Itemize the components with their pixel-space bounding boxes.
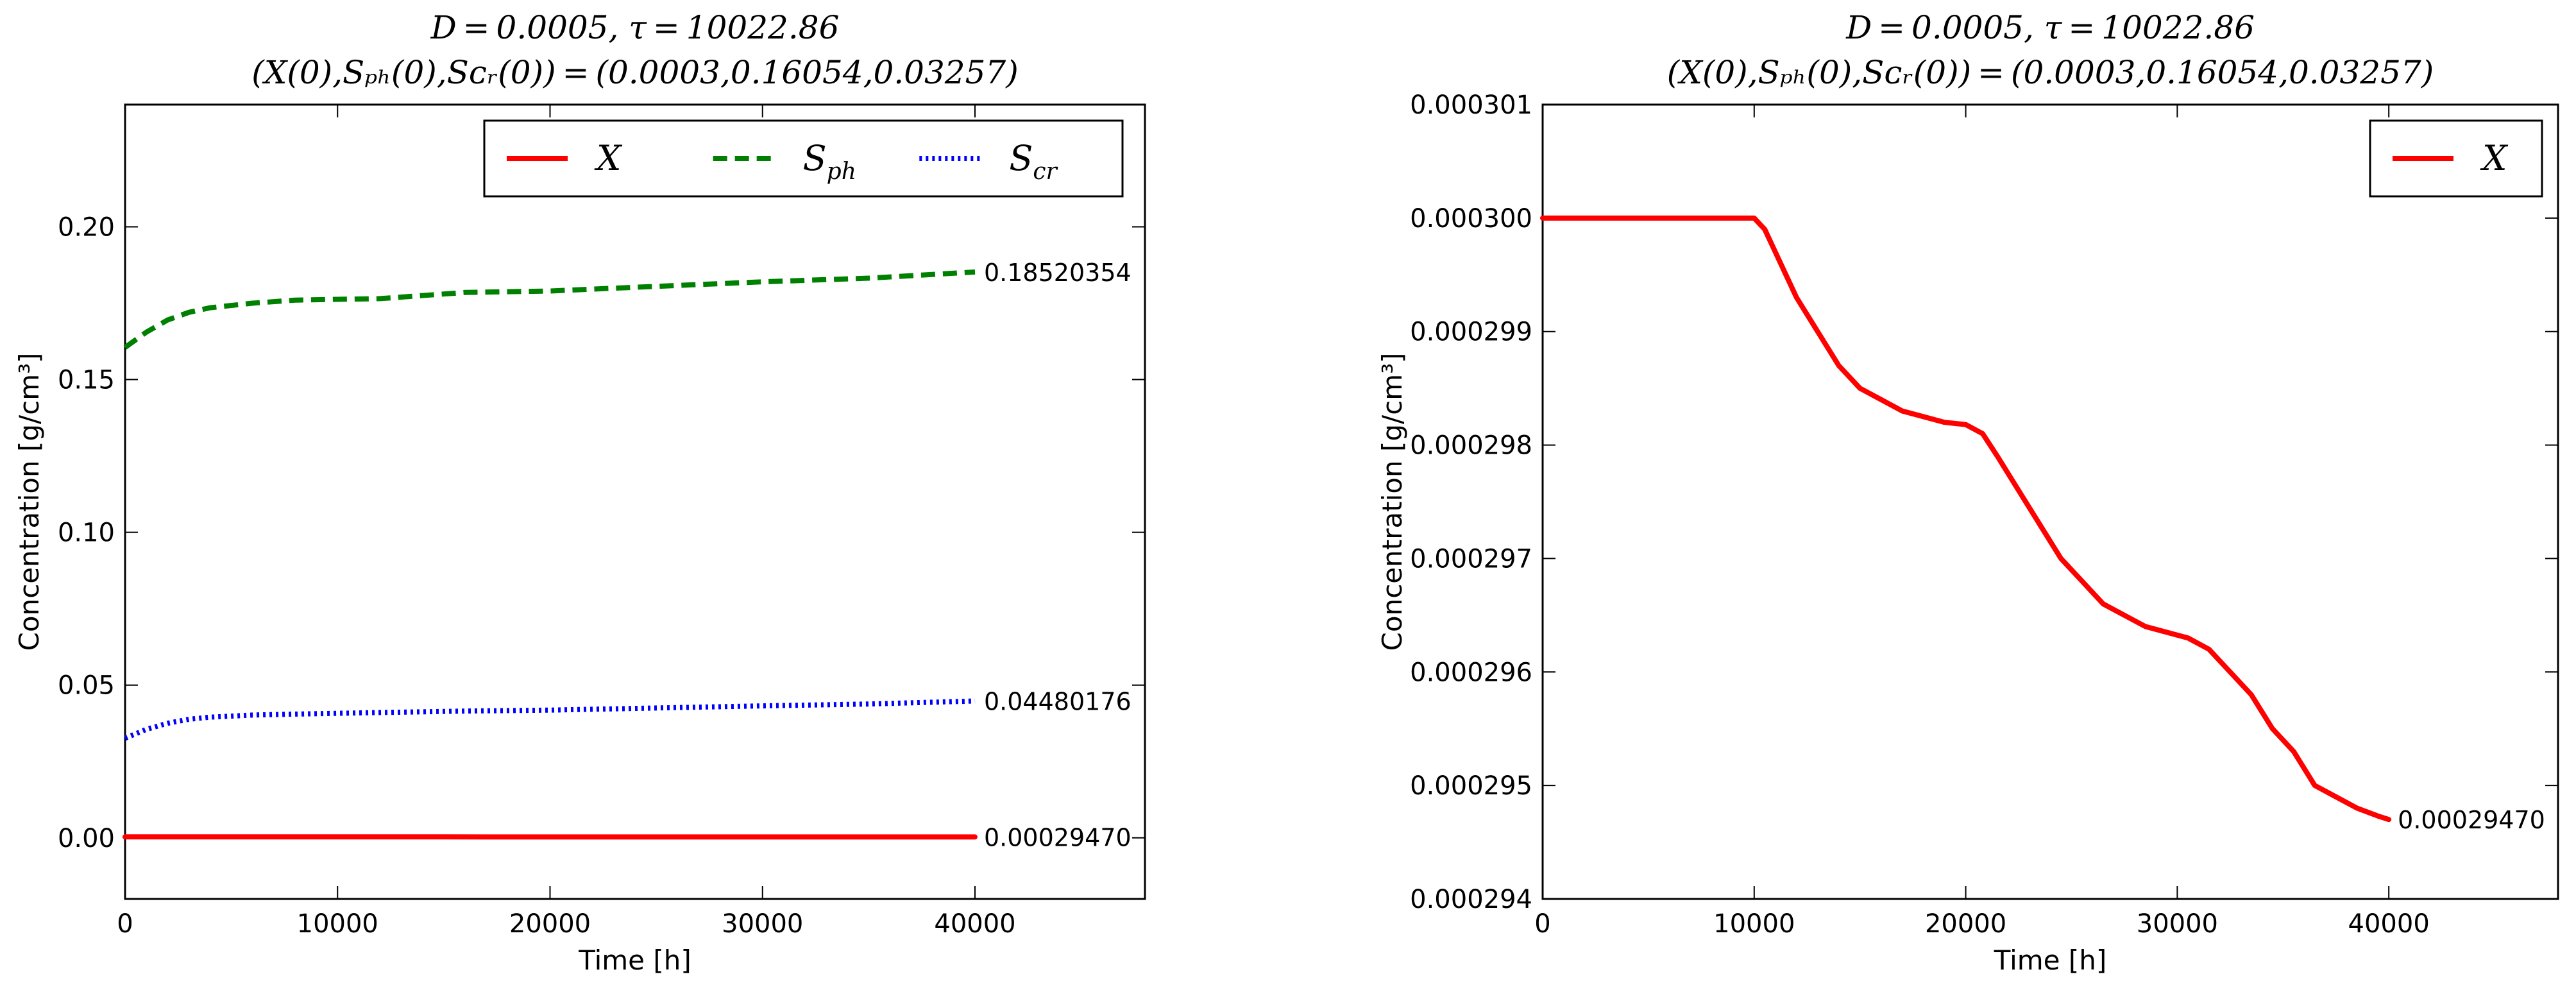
legend-label: Scr: [1009, 138, 1058, 185]
y-tick-label: 0.15: [58, 366, 115, 395]
y-tick-label: 0.05: [58, 671, 115, 701]
y-axis-label: Concentration [g/cm³]: [13, 353, 45, 651]
legend: X Sph Scr: [483, 119, 1124, 198]
x-tick-label: 40000: [2348, 909, 2430, 939]
y-tick-label: 0.000299: [1410, 318, 1532, 347]
y-tick-label: 0.000296: [1410, 658, 1532, 687]
x-tick-label: 30000: [2137, 909, 2218, 939]
legend-label: X: [2480, 138, 2509, 178]
x-tick-label: 0: [1534, 909, 1550, 939]
x-tick-label: 10000: [297, 909, 378, 939]
series-line-x: [1540, 215, 2392, 823]
legend-box: [483, 119, 1124, 198]
chart-1: D = 0.0005, τ = 10022.86 (X(0),Sₚₕ(0),Sᴄᵣ…: [13, 9, 1146, 976]
series-line-s-cr: [124, 698, 976, 741]
y-tick-label: 0.20: [58, 212, 115, 242]
end-value-label: 0.00029470: [984, 823, 1131, 851]
y-tick-label: 0.000298: [1410, 431, 1532, 461]
y-tick-label: 0.000295: [1410, 771, 1532, 801]
chart-title-line2: (X(0),Sₚₕ(0),Sᴄᵣ(0)) = (0.0003,0.16054,0…: [251, 54, 1019, 91]
chart-title-line1: D = 0.0005, τ = 10022.86: [430, 9, 840, 46]
end-value-label: 0.00029470: [2398, 806, 2545, 834]
series-line-s-ph: [123, 269, 976, 350]
x-tick-label: 30000: [722, 909, 803, 939]
chart-title-line1: D = 0.0005, τ = 10022.86: [1845, 9, 2255, 46]
y-tick-label: 0.00: [58, 824, 115, 853]
chart-2: D = 0.0005, τ = 10022.86 (X(0),Sₚₕ(0),Sᴄᵣ…: [1377, 9, 2559, 976]
end-value-label: 0.18520354: [984, 259, 1131, 287]
chart-title-line2: (X(0),Sₚₕ(0),Sᴄᵣ(0)) = (0.0003,0.16054,0…: [1667, 54, 2434, 91]
y-tick-label: 0.000300: [1410, 204, 1532, 234]
x-axis-label: Time [h]: [578, 945, 691, 976]
y-tick-label: 0.10: [58, 518, 115, 548]
y-tick-label: 0.000294: [1410, 885, 1532, 914]
y-axis-label: Concentration [g/cm³]: [1377, 353, 1408, 651]
end-value-label: 0.04480176: [984, 687, 1131, 715]
x-tick-label: 10000: [1713, 909, 1795, 939]
y-tick-label: 0.000297: [1410, 544, 1532, 574]
x-tick-label: 20000: [1925, 909, 2006, 939]
legend: X: [2369, 119, 2543, 198]
legend-label: Sph: [803, 138, 856, 185]
y-tick-label: 0.000301: [1410, 90, 1532, 120]
legend-label: X: [594, 138, 623, 178]
plot-frame: [124, 103, 1146, 900]
x-axis-label: Time [h]: [1994, 945, 2107, 976]
x-tick-label: 40000: [934, 909, 1015, 939]
x-tick-label: 0: [117, 909, 133, 939]
x-tick-label: 20000: [509, 909, 591, 939]
plot-frame: [1541, 103, 2559, 900]
